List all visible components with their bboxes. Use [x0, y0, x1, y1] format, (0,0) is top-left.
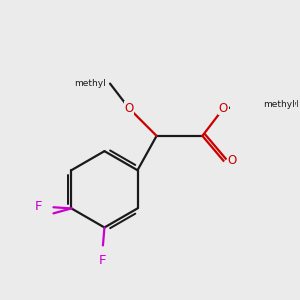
Text: methyl: methyl	[74, 79, 106, 88]
Text: F: F	[99, 254, 106, 267]
Text: F: F	[34, 200, 42, 213]
Text: methyl: methyl	[263, 100, 295, 109]
Text: methyl: methyl	[272, 100, 299, 109]
Text: O: O	[124, 102, 134, 115]
Text: O: O	[219, 102, 228, 115]
Text: O: O	[227, 154, 236, 167]
